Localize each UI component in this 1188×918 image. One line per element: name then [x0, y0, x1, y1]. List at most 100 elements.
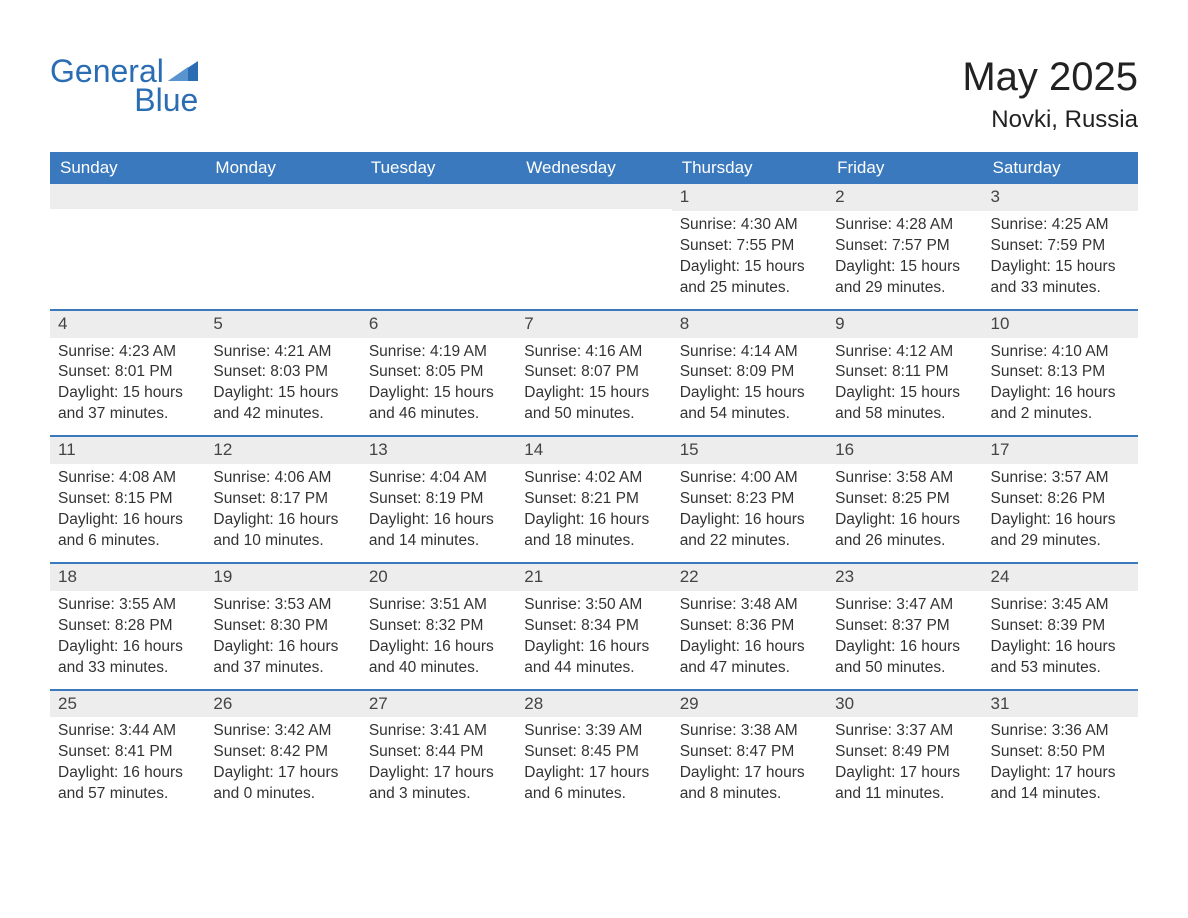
- sunset-text: Sunset: 8:44 PM: [369, 742, 508, 763]
- day-content: Sunrise: 4:30 AMSunset: 7:55 PMDaylight:…: [672, 211, 827, 309]
- daylight-text: Daylight: 16 hours and 10 minutes.: [213, 510, 352, 552]
- daylight-text: Daylight: 16 hours and 53 minutes.: [991, 637, 1130, 679]
- sunset-text: Sunset: 8:50 PM: [991, 742, 1130, 763]
- calendar-body: 1Sunrise: 4:30 AMSunset: 7:55 PMDaylight…: [50, 184, 1138, 815]
- day-number: 9: [827, 311, 982, 338]
- calendar-week: 25Sunrise: 3:44 AMSunset: 8:41 PMDayligh…: [50, 689, 1138, 816]
- day-number: 21: [516, 564, 671, 591]
- daylight-text: Daylight: 15 hours and 29 minutes.: [835, 257, 974, 299]
- day-number: 31: [983, 691, 1138, 718]
- sunset-text: Sunset: 8:13 PM: [991, 362, 1130, 383]
- sunrise-text: Sunrise: 3:45 AM: [991, 595, 1130, 616]
- sunset-text: Sunset: 8:36 PM: [680, 616, 819, 637]
- day-content: Sunrise: 4:23 AMSunset: 8:01 PMDaylight:…: [50, 338, 205, 436]
- sunrise-text: Sunrise: 3:55 AM: [58, 595, 197, 616]
- calendar-cell: [516, 184, 671, 309]
- day-number: 16: [827, 437, 982, 464]
- daylight-text: Daylight: 17 hours and 14 minutes.: [991, 763, 1130, 805]
- day-content: Sunrise: 4:28 AMSunset: 7:57 PMDaylight:…: [827, 211, 982, 309]
- empty-day-header: [361, 184, 516, 209]
- daylight-text: Daylight: 16 hours and 14 minutes.: [369, 510, 508, 552]
- day-number: 26: [205, 691, 360, 718]
- day-content: Sunrise: 4:04 AMSunset: 8:19 PMDaylight:…: [361, 464, 516, 562]
- daylight-text: Daylight: 17 hours and 0 minutes.: [213, 763, 352, 805]
- day-content: Sunrise: 4:10 AMSunset: 8:13 PMDaylight:…: [983, 338, 1138, 436]
- day-number: 1: [672, 184, 827, 211]
- daylight-text: Daylight: 16 hours and 47 minutes.: [680, 637, 819, 679]
- daylight-text: Daylight: 15 hours and 54 minutes.: [680, 383, 819, 425]
- empty-day-header: [50, 184, 205, 209]
- sunrise-text: Sunrise: 4:04 AM: [369, 468, 508, 489]
- calendar-cell: 20Sunrise: 3:51 AMSunset: 8:32 PMDayligh…: [361, 564, 516, 689]
- day-content: Sunrise: 3:38 AMSunset: 8:47 PMDaylight:…: [672, 717, 827, 815]
- day-number: 27: [361, 691, 516, 718]
- calendar-cell: 30Sunrise: 3:37 AMSunset: 8:49 PMDayligh…: [827, 691, 982, 816]
- daylight-text: Daylight: 16 hours and 6 minutes.: [58, 510, 197, 552]
- sunrise-text: Sunrise: 4:30 AM: [680, 215, 819, 236]
- day-number: 12: [205, 437, 360, 464]
- sunset-text: Sunset: 8:41 PM: [58, 742, 197, 763]
- page-header: General Blue May 2025 Novki, Russia: [50, 55, 1138, 144]
- calendar-cell: 16Sunrise: 3:58 AMSunset: 8:25 PMDayligh…: [827, 437, 982, 562]
- sunset-text: Sunset: 7:55 PM: [680, 236, 819, 257]
- sunset-text: Sunset: 8:09 PM: [680, 362, 819, 383]
- day-content: Sunrise: 3:39 AMSunset: 8:45 PMDaylight:…: [516, 717, 671, 815]
- sunrise-text: Sunrise: 3:42 AM: [213, 721, 352, 742]
- sunset-text: Sunset: 8:49 PM: [835, 742, 974, 763]
- calendar-cell: 1Sunrise: 4:30 AMSunset: 7:55 PMDaylight…: [672, 184, 827, 309]
- day-number: 2: [827, 184, 982, 211]
- weekday-header: Friday: [827, 152, 982, 184]
- sunset-text: Sunset: 8:45 PM: [524, 742, 663, 763]
- calendar-cell: 11Sunrise: 4:08 AMSunset: 8:15 PMDayligh…: [50, 437, 205, 562]
- daylight-text: Daylight: 16 hours and 29 minutes.: [991, 510, 1130, 552]
- sunrise-text: Sunrise: 3:58 AM: [835, 468, 974, 489]
- sunset-text: Sunset: 8:32 PM: [369, 616, 508, 637]
- weekday-header: Tuesday: [361, 152, 516, 184]
- daylight-text: Daylight: 15 hours and 25 minutes.: [680, 257, 819, 299]
- day-content: Sunrise: 3:41 AMSunset: 8:44 PMDaylight:…: [361, 717, 516, 815]
- day-content: Sunrise: 3:53 AMSunset: 8:30 PMDaylight:…: [205, 591, 360, 689]
- day-content: Sunrise: 3:55 AMSunset: 8:28 PMDaylight:…: [50, 591, 205, 689]
- sunrise-text: Sunrise: 4:08 AM: [58, 468, 197, 489]
- daylight-text: Daylight: 16 hours and 33 minutes.: [58, 637, 197, 679]
- calendar-cell: 15Sunrise: 4:00 AMSunset: 8:23 PMDayligh…: [672, 437, 827, 562]
- sunset-text: Sunset: 8:01 PM: [58, 362, 197, 383]
- sunset-text: Sunset: 8:03 PM: [213, 362, 352, 383]
- sunset-text: Sunset: 8:23 PM: [680, 489, 819, 510]
- daylight-text: Daylight: 15 hours and 33 minutes.: [991, 257, 1130, 299]
- daylight-text: Daylight: 16 hours and 50 minutes.: [835, 637, 974, 679]
- empty-day-header: [516, 184, 671, 209]
- daylight-text: Daylight: 16 hours and 57 minutes.: [58, 763, 197, 805]
- day-number: 25: [50, 691, 205, 718]
- daylight-text: Daylight: 16 hours and 22 minutes.: [680, 510, 819, 552]
- sunrise-text: Sunrise: 3:57 AM: [991, 468, 1130, 489]
- sunset-text: Sunset: 8:19 PM: [369, 489, 508, 510]
- sunrise-text: Sunrise: 3:37 AM: [835, 721, 974, 742]
- day-number: 10: [983, 311, 1138, 338]
- day-content: Sunrise: 3:50 AMSunset: 8:34 PMDaylight:…: [516, 591, 671, 689]
- day-number: 23: [827, 564, 982, 591]
- sunrise-text: Sunrise: 4:00 AM: [680, 468, 819, 489]
- calendar-cell: 22Sunrise: 3:48 AMSunset: 8:36 PMDayligh…: [672, 564, 827, 689]
- empty-day-header: [205, 184, 360, 209]
- sunrise-text: Sunrise: 3:53 AM: [213, 595, 352, 616]
- calendar-cell: 4Sunrise: 4:23 AMSunset: 8:01 PMDaylight…: [50, 311, 205, 436]
- daylight-text: Daylight: 17 hours and 11 minutes.: [835, 763, 974, 805]
- calendar-cell: 5Sunrise: 4:21 AMSunset: 8:03 PMDaylight…: [205, 311, 360, 436]
- calendar-cell: 17Sunrise: 3:57 AMSunset: 8:26 PMDayligh…: [983, 437, 1138, 562]
- month-title: May 2025: [962, 55, 1138, 100]
- sunset-text: Sunset: 8:26 PM: [991, 489, 1130, 510]
- daylight-text: Daylight: 15 hours and 58 minutes.: [835, 383, 974, 425]
- day-content: Sunrise: 3:42 AMSunset: 8:42 PMDaylight:…: [205, 717, 360, 815]
- day-content: Sunrise: 4:21 AMSunset: 8:03 PMDaylight:…: [205, 338, 360, 436]
- daylight-text: Daylight: 17 hours and 3 minutes.: [369, 763, 508, 805]
- day-content: Sunrise: 4:19 AMSunset: 8:05 PMDaylight:…: [361, 338, 516, 436]
- calendar-cell: 29Sunrise: 3:38 AMSunset: 8:47 PMDayligh…: [672, 691, 827, 816]
- calendar-cell: 9Sunrise: 4:12 AMSunset: 8:11 PMDaylight…: [827, 311, 982, 436]
- sunrise-text: Sunrise: 3:51 AM: [369, 595, 508, 616]
- sunrise-text: Sunrise: 3:47 AM: [835, 595, 974, 616]
- sunrise-text: Sunrise: 4:02 AM: [524, 468, 663, 489]
- day-content: Sunrise: 3:36 AMSunset: 8:50 PMDaylight:…: [983, 717, 1138, 815]
- calendar-week: 1Sunrise: 4:30 AMSunset: 7:55 PMDaylight…: [50, 184, 1138, 309]
- daylight-text: Daylight: 16 hours and 44 minutes.: [524, 637, 663, 679]
